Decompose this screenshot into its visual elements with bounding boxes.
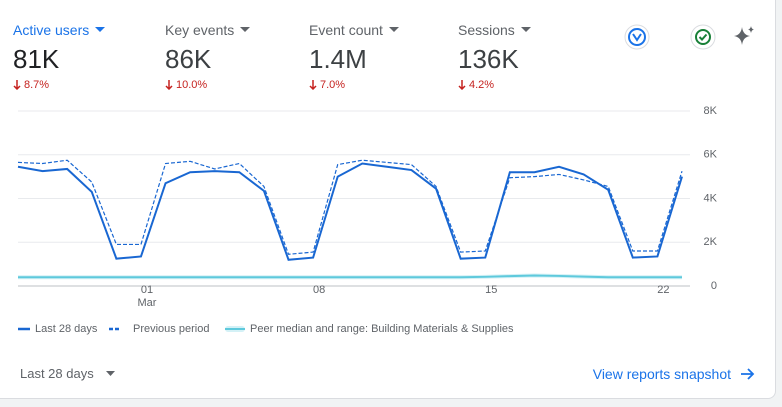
legend-label: Last 28 days bbox=[35, 323, 98, 335]
x-tick-label: 22 bbox=[657, 284, 670, 296]
dropdown-icon bbox=[95, 27, 106, 32]
metric-value: 81K bbox=[13, 44, 60, 74]
down-arrow bbox=[458, 80, 466, 90]
report-link-label: View reports snapshot bbox=[592, 366, 731, 382]
metric-change: 10.0% bbox=[176, 79, 208, 91]
metric-label: Active users bbox=[13, 22, 90, 38]
metric-tab[interactable]: Event count 1.4M 7.0% bbox=[309, 22, 399, 91]
status-check[interactable] bbox=[690, 24, 716, 50]
arrow-icon bbox=[741, 368, 755, 380]
insights-badge[interactable] bbox=[624, 24, 650, 50]
metric-label: Sessions bbox=[458, 22, 515, 38]
metric-tab[interactable]: Key events 86K 10.0% bbox=[165, 22, 251, 91]
metric-tab[interactable]: Sessions 136K 4.2% bbox=[458, 22, 531, 91]
y-tick-label: 2K bbox=[704, 236, 718, 248]
report-link[interactable]: View reports snapshot bbox=[593, 366, 755, 382]
dropdown-icon bbox=[240, 27, 251, 32]
metric-value: 1.4M bbox=[309, 44, 367, 74]
down-arrow bbox=[13, 80, 21, 90]
down-arrow bbox=[165, 80, 173, 90]
metric-change: 8.7% bbox=[24, 79, 50, 91]
chart: 0 2K 4K 6K 8K Last 28 days Previous period Peer… bbox=[17, 105, 718, 335]
x-tick-label: 08 bbox=[312, 284, 326, 296]
legend-label: Peer median and range: Building Material… bbox=[250, 323, 514, 335]
y-tick-label: 6K bbox=[704, 149, 718, 161]
dropdown-icon bbox=[388, 27, 399, 32]
y-tick-label: 4K bbox=[704, 192, 718, 204]
dropdown-icon bbox=[105, 371, 115, 376]
x-tick-label: 15 bbox=[485, 284, 498, 296]
date-range-label: Last 28 days bbox=[20, 366, 94, 381]
legend-label: Previous period bbox=[133, 323, 209, 335]
metric-label: Event count bbox=[309, 22, 383, 38]
metric-label: Key events bbox=[165, 22, 235, 38]
date-range-dropdown[interactable]: Last 28 days bbox=[20, 366, 115, 381]
x-tick-label: 01 Mar bbox=[137, 284, 157, 309]
y-tick-label: 0 bbox=[711, 280, 717, 292]
series-line bbox=[17, 159, 683, 255]
ai-sparkle[interactable] bbox=[731, 24, 757, 50]
series-line bbox=[18, 274, 682, 279]
metric-change: 4.2% bbox=[469, 79, 495, 91]
dropdown-icon bbox=[520, 27, 531, 32]
series-line bbox=[17, 162, 683, 261]
card: Active users 81K 8.7% Key events 86K 10.… bbox=[0, 0, 776, 399]
metric-value: 86K bbox=[165, 44, 212, 74]
y-tick-label: 8K bbox=[704, 105, 718, 117]
down-arrow bbox=[309, 80, 317, 90]
metric-change: 7.0% bbox=[320, 79, 346, 91]
metric-tab[interactable]: Active users 81K 8.7% bbox=[13, 22, 106, 91]
metric-value: 136K bbox=[458, 44, 519, 74]
